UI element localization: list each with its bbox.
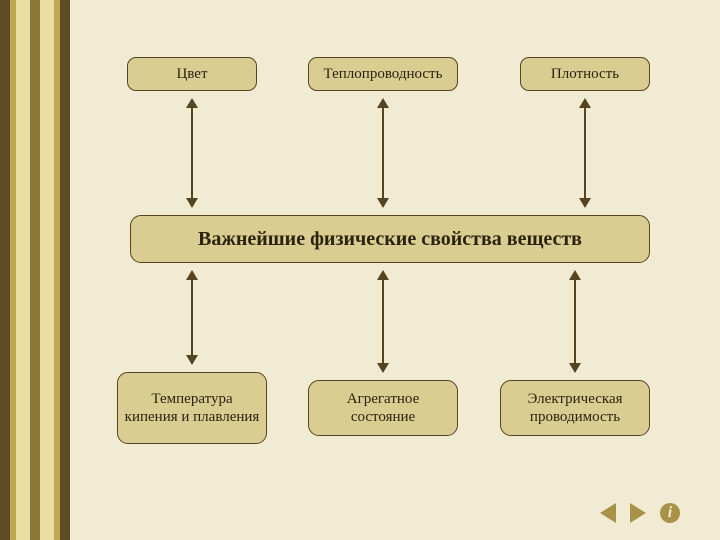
connector-line [191, 276, 193, 359]
arrowhead-down-icon [186, 355, 198, 365]
nav-info-icon[interactable]: i [660, 503, 680, 523]
arrowhead-up-icon [377, 98, 389, 108]
node-label: Цвет [176, 65, 207, 83]
node-label: Теплопроводность [324, 65, 443, 83]
nav-controls: i [600, 503, 680, 523]
connector-line [191, 104, 193, 202]
connector-line [382, 104, 384, 202]
node-label: Плотность [551, 65, 619, 83]
arrowhead-up-icon [579, 98, 591, 108]
node-thermal: Теплопроводность [308, 57, 458, 91]
node-temperature: Температура кипения и плавления [117, 372, 267, 444]
node-center-title: Важнейшие физические свойства веществ [130, 215, 650, 263]
node-color: Цвет [127, 57, 257, 91]
node-label: Температура кипения и плавления [124, 390, 260, 426]
node-label: Электрическая проводимость [507, 390, 643, 426]
binding-spine [0, 0, 70, 540]
node-label: Агрегатное состояние [315, 390, 451, 426]
node-label: Важнейшие физические свойства веществ [198, 227, 582, 251]
arrowhead-down-icon [569, 363, 581, 373]
arrowhead-down-icon [377, 198, 389, 208]
node-aggregate: Агрегатное состояние [308, 380, 458, 436]
arrowhead-up-icon [186, 98, 198, 108]
arrowhead-down-icon [377, 363, 389, 373]
connector-line [574, 276, 576, 367]
arrowhead-down-icon [186, 198, 198, 208]
arrowhead-up-icon [377, 270, 389, 280]
nav-next-icon[interactable] [630, 503, 646, 523]
connector-line [584, 104, 586, 202]
nav-prev-icon[interactable] [600, 503, 616, 523]
slide-canvas: Цвет Теплопроводность Плотность Важнейши… [0, 0, 720, 540]
arrowhead-down-icon [579, 198, 591, 208]
arrowhead-up-icon [569, 270, 581, 280]
connector-line [382, 276, 384, 367]
node-density: Плотность [520, 57, 650, 91]
arrowhead-up-icon [186, 270, 198, 280]
node-electric: Электрическая проводимость [500, 380, 650, 436]
